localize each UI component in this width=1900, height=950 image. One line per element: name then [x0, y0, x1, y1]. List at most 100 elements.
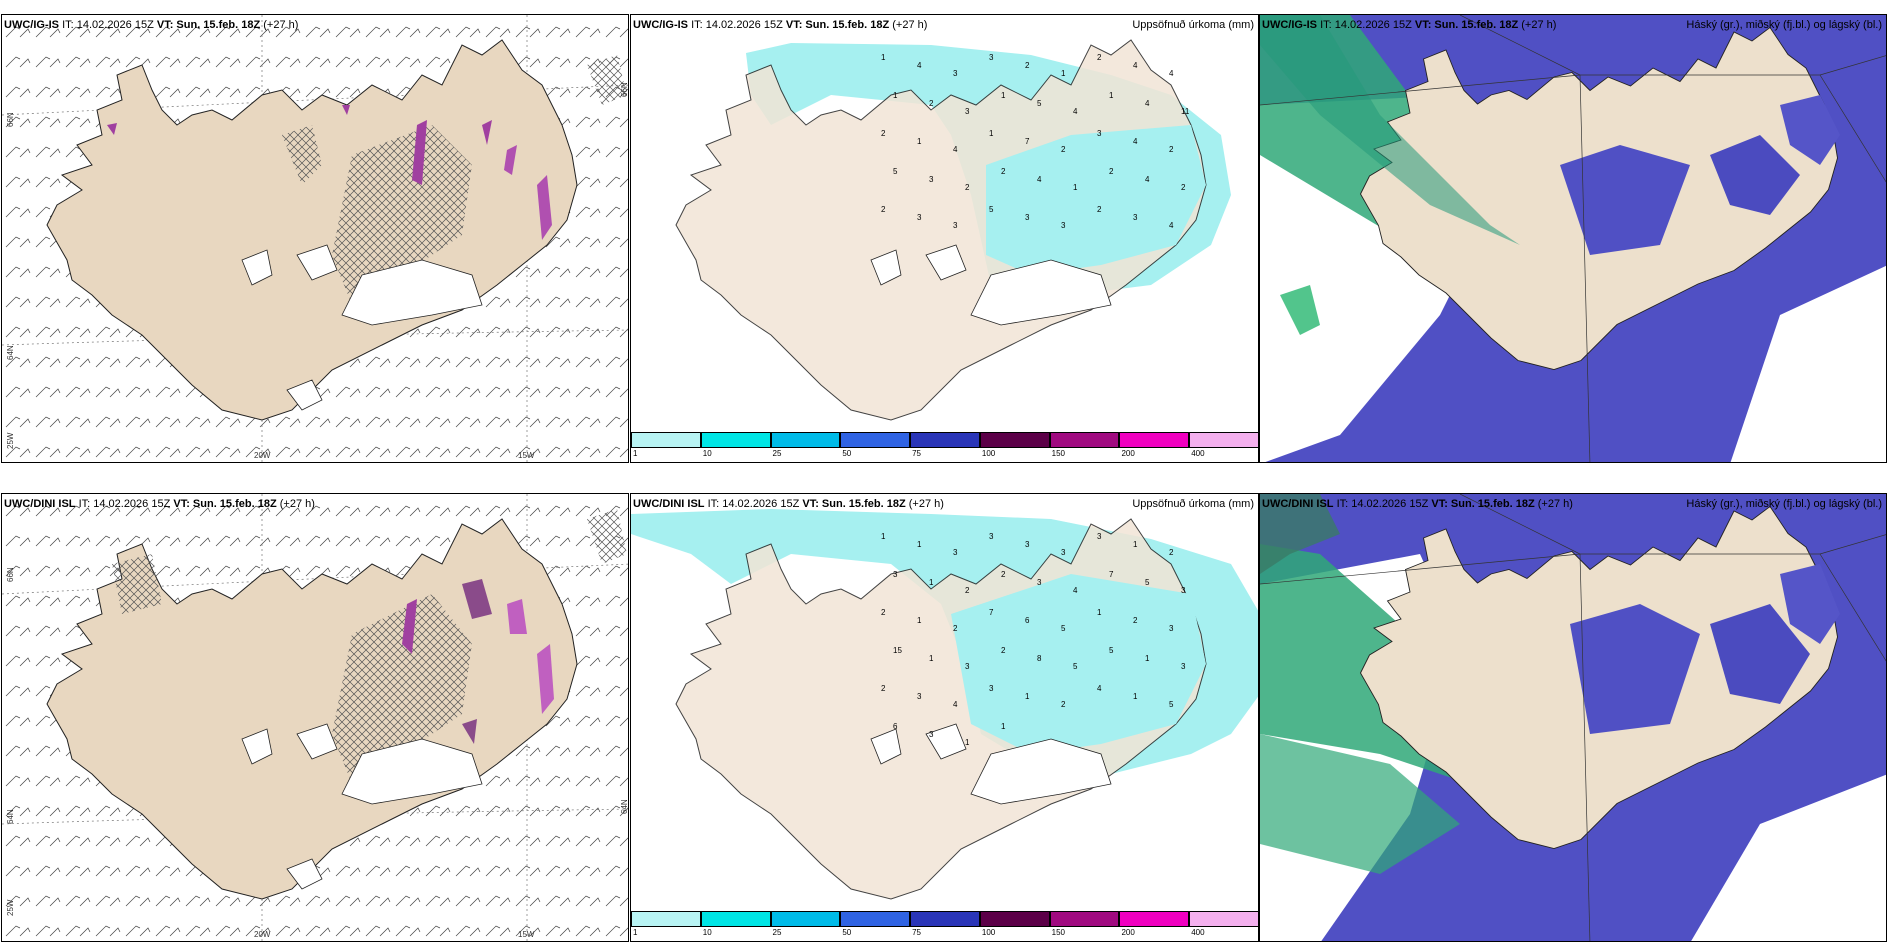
- precip-values-top: 1 4 3 3 2 1 2 4 4 1 2 3 1 5 4 1 4 11 2 1 4 1 7 2 3 4 2 5 3 2 2 4 1 2 4 2 2 3 3…: [881, 53, 1190, 230]
- precip-value: 2: [1001, 167, 1006, 176]
- lat-label-64: 64N: [6, 345, 15, 360]
- colorbar-segment: [1119, 911, 1190, 927]
- lon-label-15: 15W: [518, 451, 535, 460]
- precip-colorbar-bottom: 1 10 25 50 75 100 150 200 400: [631, 911, 1258, 939]
- colorbar-segment: [1119, 432, 1190, 448]
- precip-value: 2: [965, 586, 970, 595]
- precip-value: 2: [881, 205, 886, 214]
- colorbar-tick: 50: [842, 928, 852, 937]
- colorbar-tick: 100: [981, 928, 996, 937]
- precip-value: 1: [1133, 540, 1138, 549]
- precip-value: 3: [1169, 624, 1174, 633]
- iceland-land: [46, 39, 578, 421]
- colorbar-segment: [770, 432, 841, 448]
- lon-label-20: 20W: [254, 451, 271, 460]
- precip-value: 2: [953, 624, 958, 633]
- precip-value: 3: [989, 53, 994, 62]
- precip-value: 5: [1061, 624, 1066, 633]
- precip-value: 3: [1181, 586, 1186, 595]
- cloud-panel-bottom: UWC/DINI ISL IT: 14.02.2026 15Z VT: Sun.…: [1259, 493, 1887, 942]
- cloud-map-bottom: [1260, 494, 1886, 941]
- precip-value: 4: [953, 700, 958, 709]
- lat-label-66: 66N: [6, 567, 15, 582]
- precip-value: 2: [929, 99, 934, 108]
- precip-value: 1: [1073, 183, 1078, 192]
- colorbar-tick: 200: [1121, 928, 1135, 937]
- precip-value: 3: [929, 175, 934, 184]
- precip-value: 2: [1001, 646, 1006, 655]
- colorbar-tick: 100: [981, 449, 996, 458]
- colorbar-tick: 10: [702, 449, 712, 458]
- precip-value: 1: [1001, 722, 1006, 731]
- precip-header-bottom: UWC/DINI ISL IT: 14.02.2026 15Z VT: Sun.…: [633, 498, 944, 510]
- cloud-title-bottom: Háský (gr.), miðský (fj.bl.) og lágský (…: [1686, 498, 1882, 510]
- precip-value: 5: [1109, 646, 1114, 655]
- precip-value: 1: [1001, 91, 1006, 100]
- precip-value: 2: [1169, 145, 1174, 154]
- colorbar-segment: [1049, 432, 1120, 448]
- precip-header-top: UWC/IG-IS IT: 14.02.2026 15Z VT: Sun. 15…: [633, 19, 928, 31]
- precip-value: 4: [953, 145, 958, 154]
- lat-label-66: 66N: [6, 112, 15, 127]
- precip-value: 1: [1109, 91, 1114, 100]
- precip-value: 4: [1133, 61, 1138, 70]
- precip-value: 3: [1097, 129, 1102, 138]
- precip-value: 6: [1025, 616, 1030, 625]
- precip-value: 5: [1169, 700, 1174, 709]
- colorbar-segment: [910, 432, 980, 448]
- precip-value: 2: [1133, 616, 1138, 625]
- cloud-header-top: UWC/IG-IS IT: 14.02.2026 15Z VT: Sun. 15…: [1262, 19, 1557, 31]
- precip-value: 4: [1097, 684, 1102, 693]
- precip-value: 3: [917, 692, 922, 701]
- precip-value: 3: [965, 662, 970, 671]
- precip-title-bottom: Uppsöfnuð úrkoma (mm): [1132, 498, 1254, 510]
- colorbar-tick: 1: [633, 449, 638, 458]
- lon-label-15: 15W: [518, 930, 535, 939]
- precip-value: 1: [989, 129, 994, 138]
- precip-value: 11: [1181, 107, 1190, 116]
- precip-value: 1: [1061, 69, 1066, 78]
- precip-value: 7: [989, 608, 994, 617]
- precip-value: 2: [1097, 53, 1102, 62]
- precip-value: 3: [1097, 532, 1102, 541]
- precip-value: 3: [953, 69, 958, 78]
- wind-header-bottom: UWC/DINI ISL IT: 14.02.2026 15Z VT: Sun.…: [4, 498, 315, 510]
- precip-value: 1: [1145, 654, 1150, 663]
- precip-colorbar-top: 1 10 25 50 75 100 150 200 400: [631, 432, 1258, 460]
- precip-value: 3: [917, 213, 922, 222]
- colorbar-segment: [1049, 911, 1120, 927]
- precip-value: 1: [917, 137, 922, 146]
- precip-value: 5: [1037, 99, 1042, 108]
- precip-value: 2: [1097, 205, 1102, 214]
- precip-value: 2: [965, 183, 970, 192]
- lon-label-25: 25W: [6, 899, 15, 916]
- precip-value: 1: [1025, 692, 1030, 701]
- precip-value: 3: [953, 221, 958, 230]
- precip-value: 2: [1181, 183, 1186, 192]
- colorbar-segment: [840, 432, 911, 448]
- lon-label-25: 25W: [6, 432, 15, 449]
- precip-values-bottom: 1133333123122347532127651231513285513234…: [881, 532, 1186, 747]
- precip-value: 1: [893, 91, 898, 100]
- precip-value: 5: [893, 167, 898, 176]
- colorbar-tick: 10: [702, 928, 712, 937]
- colorbar-tick: 75: [912, 449, 922, 458]
- colorbar-tick: 400: [1191, 928, 1205, 937]
- cloud-map-top: [1260, 15, 1886, 462]
- precip-value: 4: [917, 61, 922, 70]
- precip-value: 4: [1169, 221, 1174, 230]
- colorbar-segment: [700, 911, 771, 927]
- precip-value: 5: [1073, 662, 1078, 671]
- precip-value: 3: [989, 684, 994, 693]
- precip-value: 3: [1061, 548, 1066, 557]
- colorbar-tick: 150: [1051, 928, 1066, 937]
- precip-value: 2: [881, 684, 886, 693]
- colorbar-tick: 400: [1191, 449, 1205, 458]
- precip-value: 1: [881, 532, 886, 541]
- precip-value: 7: [1025, 137, 1030, 146]
- colorbar-segment: [979, 911, 1050, 927]
- colorbar-tick: 25: [772, 449, 782, 458]
- colorbar-segment: [979, 432, 1050, 448]
- precip-value: 1: [929, 578, 934, 587]
- lat-label-64: 64N: [6, 809, 15, 824]
